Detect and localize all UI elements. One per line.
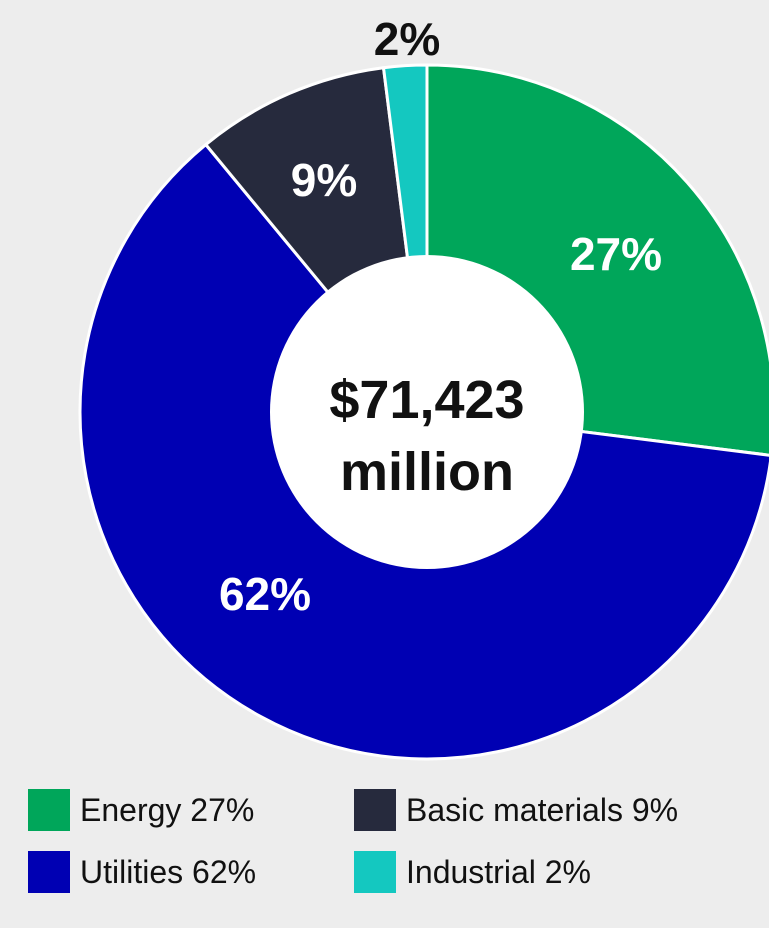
legend-label-energy: Energy 27% — [80, 791, 255, 828]
slice-label-utilities: 62% — [219, 568, 311, 620]
center-hole — [270, 255, 584, 569]
center-unit-label: million — [340, 442, 514, 502]
legend-label-basic-materials: Basic materials 9% — [406, 791, 679, 828]
legend-item-basic-materials: Basic materials 9% — [354, 788, 734, 832]
legend-swatch-energy — [28, 789, 70, 831]
legend: Energy 27% Basic materials 9% Utilities … — [28, 788, 734, 894]
slice-label-industrial: 2% — [374, 13, 440, 65]
slice-label-energy: 27% — [570, 228, 662, 280]
legend-swatch-basic-materials — [354, 789, 396, 831]
legend-label-utilities: Utilities 62% — [80, 853, 257, 890]
donut-chart: $71,423 million 27% 62% 9% 2% — [78, 13, 769, 761]
legend-swatch-industrial — [354, 851, 396, 893]
legend-label-industrial: Industrial 2% — [406, 853, 591, 890]
legend-item-industrial: Industrial 2% — [354, 850, 734, 894]
legend-swatch-utilities — [28, 851, 70, 893]
center-value-label: $71,423 — [329, 370, 524, 430]
legend-item-energy: Energy 27% — [28, 788, 354, 832]
legend-item-utilities: Utilities 62% — [28, 850, 354, 894]
slice-label-basic-materials: 9% — [291, 154, 357, 206]
